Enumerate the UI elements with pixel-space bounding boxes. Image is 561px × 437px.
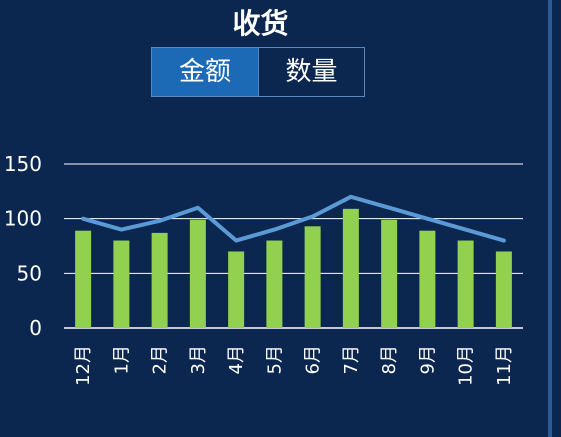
quantity-tab[interactable]: 数量 [258, 48, 364, 96]
bar-11 [495, 251, 512, 328]
combo-chart: 0 50 100 150 12月 1月 2月 3月 4月 5月 6月 7月 8月 9月 10月 11月 [4, 152, 523, 386]
bar-1 [113, 240, 130, 328]
bar-0 [75, 230, 92, 328]
y-tick-label: 0 [29, 316, 42, 340]
bar-8 [381, 219, 398, 328]
bar-10 [457, 240, 474, 328]
metric-toggle: 金额 数量 [151, 47, 365, 97]
bar-7 [342, 208, 359, 328]
bar-3 [189, 219, 206, 328]
x-tick-label: 8月 [379, 345, 400, 374]
x-tick-label: 3月 [188, 345, 209, 374]
x-tick-label: 4月 [226, 345, 247, 374]
amount-tab[interactable]: 金额 [152, 48, 258, 96]
x-tick-label: 11月 [494, 345, 515, 386]
x-tick-label: 10月 [456, 345, 477, 386]
bar-6 [304, 226, 321, 328]
trend-line [81, 194, 506, 243]
bar-2 [151, 232, 168, 328]
bar-5 [266, 240, 283, 328]
y-tick-label: 150 [4, 152, 42, 176]
y-tick-label: 100 [4, 207, 42, 231]
x-tick-label: 9月 [417, 345, 438, 374]
chart-title: 收货 [232, 7, 289, 40]
x-tick-label: 1月 [111, 345, 132, 374]
x-tick-label: 12月 [73, 345, 94, 386]
x-tick-label: 2月 [150, 345, 171, 374]
x-tick-label: 5月 [264, 345, 285, 374]
x-tick-label: 7月 [341, 345, 362, 374]
bar-9 [419, 230, 436, 328]
x-tick-label: 6月 [303, 345, 324, 374]
panel-divider [548, 0, 552, 437]
y-tick-label: 50 [17, 261, 42, 285]
bar-4 [228, 251, 245, 328]
